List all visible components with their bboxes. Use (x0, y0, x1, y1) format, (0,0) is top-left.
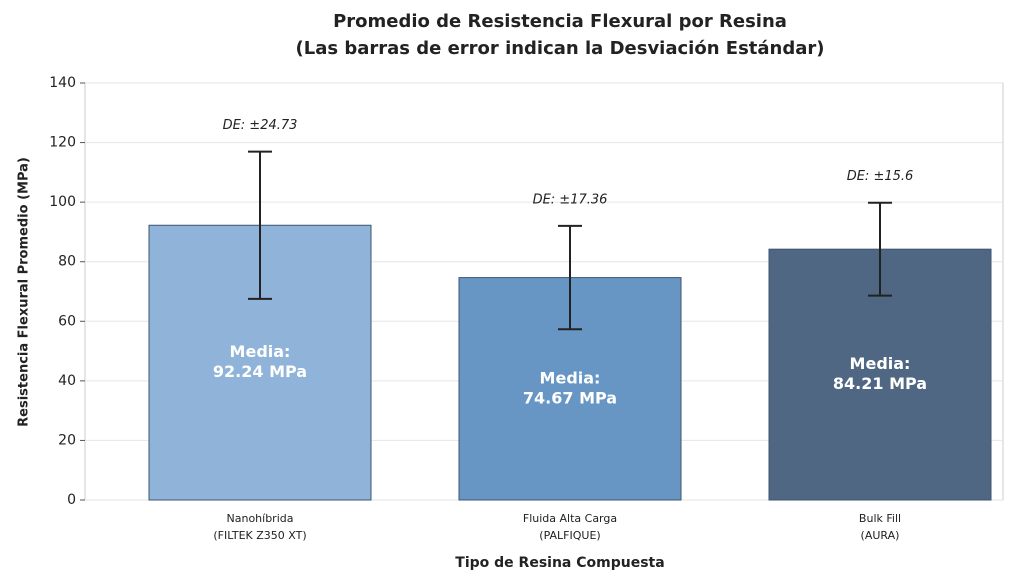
x-tick-label: (PALFIQUE) (539, 529, 600, 542)
value-label: Media: (850, 354, 911, 373)
y-tick-label: 100 (49, 194, 76, 210)
y-tick-label: 80 (58, 254, 76, 270)
chart-subtitle: (Las barras de error indican la Desviaci… (296, 38, 825, 59)
y-tick-label: 120 (49, 135, 76, 151)
value-label: 84.21 MPa (833, 374, 927, 393)
y-tick-label: 60 (58, 313, 76, 329)
error-label: DE: ±15.6 (847, 169, 914, 184)
value-label: Media: (540, 368, 601, 387)
y-tick-label: 20 (58, 432, 76, 448)
error-label: DE: ±17.36 (533, 192, 608, 207)
value-label: 92.24 MPa (213, 362, 307, 381)
y-tick-label: 40 (58, 373, 76, 389)
chart-title: Promedio de Resistencia Flexural por Res… (333, 11, 787, 32)
x-tick-label: (AURA) (861, 529, 900, 542)
value-label: Media: (230, 342, 291, 361)
x-tick-label: Fluida Alta Carga (523, 512, 617, 525)
x-tick-label: Bulk Fill (859, 512, 901, 525)
error-label: DE: ±24.73 (223, 118, 298, 133)
x-tick-label: Nanohíbrida (227, 512, 294, 525)
value-label: 74.67 MPa (523, 388, 617, 407)
y-tick-label: 0 (67, 492, 76, 508)
x-axis-label: Tipo de Resina Compuesta (455, 555, 664, 571)
y-axis-label: Resistencia Flexural Promedio (MPa) (17, 157, 32, 427)
y-tick-label: 140 (49, 75, 76, 91)
x-tick-label: (FILTEK Z350 XT) (213, 529, 306, 542)
